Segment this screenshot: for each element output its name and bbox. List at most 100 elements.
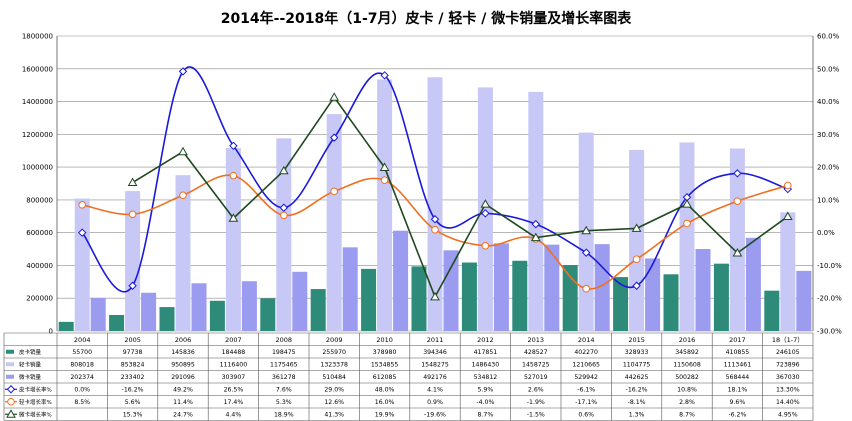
line-3-marker <box>732 247 743 257</box>
bar-3 <box>745 237 761 331</box>
line-2-marker <box>431 225 439 234</box>
line-2-marker <box>380 176 389 185</box>
legend-key-marker <box>7 397 15 406</box>
bar-3 <box>796 270 812 331</box>
data-label: 1210665 <box>572 362 600 369</box>
line-2-marker <box>229 171 238 180</box>
legend-entry: 皮卡销量 <box>19 348 42 356</box>
x-tick-label: 2016 <box>679 336 696 344</box>
line-2-marker <box>784 181 792 190</box>
bar-2 <box>427 77 443 331</box>
x-tick-label: 2014 <box>578 336 595 344</box>
data-label: 394346 <box>423 349 447 356</box>
x-tick-label: 2005 <box>124 336 141 344</box>
y-left-tick-label: 1200000 <box>22 131 53 139</box>
bar-1 <box>613 277 629 331</box>
data-label: 492176 <box>423 374 447 381</box>
data-label: -17.1% <box>575 399 597 406</box>
data-label: 19.9% <box>375 412 395 419</box>
bar-1 <box>713 263 729 331</box>
bar-3 <box>292 271 308 331</box>
data-label: 500282 <box>675 374 699 381</box>
y-left-tick-label: 1600000 <box>22 65 53 73</box>
data-label: -16.2% <box>626 387 648 394</box>
y-left-tick-label: 1800000 <box>22 33 53 41</box>
line-1-marker <box>481 209 490 218</box>
data-label: 442625 <box>625 374 649 381</box>
line-1-marker <box>128 281 137 290</box>
line-3-marker <box>329 92 340 101</box>
data-label: 8.5% <box>74 399 90 406</box>
data-label: 184488 <box>222 349 246 356</box>
line-3-marker <box>530 232 541 242</box>
legend-key <box>6 349 14 354</box>
bar-3 <box>645 258 661 331</box>
data-label: 612085 <box>373 374 397 381</box>
line-1-marker <box>733 169 742 178</box>
line-1-marker <box>178 67 188 76</box>
bar-3 <box>493 243 509 331</box>
data-label: 529942 <box>574 374 598 381</box>
line-1-marker <box>430 215 440 224</box>
legend-key <box>6 374 14 379</box>
line-series-1 <box>81 66 789 293</box>
y-right-tick-label: 60.0% <box>817 33 840 41</box>
line-3-marker <box>682 199 692 208</box>
data-label: 1548275 <box>421 362 449 369</box>
data-label: 1458725 <box>522 362 550 369</box>
y-left-tick-label: 600000 <box>26 229 53 237</box>
data-label: 378980 <box>373 349 397 356</box>
data-label: 1113461 <box>724 362 752 369</box>
bar-1 <box>58 321 74 331</box>
data-label: 534812 <box>474 374 498 381</box>
legend-entry: 微卡销量 <box>19 373 42 381</box>
line-2-marker <box>733 197 742 205</box>
data-label: 0.0% <box>74 387 90 394</box>
data-label: 1534855 <box>371 362 399 369</box>
bar-1 <box>109 314 125 331</box>
data-label: 5.9% <box>478 387 494 394</box>
y-right-tick-label: 20.0% <box>817 164 840 172</box>
data-label: 410855 <box>726 349 750 356</box>
data-label: 4.95% <box>778 412 798 419</box>
bar-1 <box>562 265 578 331</box>
bar-2 <box>225 148 241 331</box>
bar-3 <box>594 244 610 331</box>
line-1-marker <box>380 71 389 80</box>
bar-3 <box>141 292 157 331</box>
data-label: 246105 <box>776 349 800 356</box>
y-left-tick-label: 0 <box>49 328 53 336</box>
data-label: 24.7% <box>173 412 193 419</box>
data-label: 202374 <box>70 374 94 381</box>
bar-1 <box>361 268 377 331</box>
line-2-marker <box>179 191 187 200</box>
line-2-marker <box>683 219 691 228</box>
line-3-marker <box>278 165 289 175</box>
line-1-marker <box>632 281 641 290</box>
bar-1 <box>260 298 276 331</box>
data-label: 15.3% <box>123 412 143 419</box>
line-2-marker <box>128 210 137 219</box>
line-3-marker <box>379 162 390 171</box>
bar-1 <box>461 262 477 331</box>
data-label: 2.8% <box>679 399 695 406</box>
data-label: 48.0% <box>375 387 395 394</box>
data-label: 13.30% <box>776 387 800 394</box>
y-right-tick-label: 0.0% <box>817 229 835 237</box>
data-label: 568444 <box>726 374 750 381</box>
data-label: 1323378 <box>320 362 348 369</box>
line-2-marker <box>330 187 339 196</box>
legend-key-marker <box>6 385 16 394</box>
line-2-marker <box>632 255 641 264</box>
data-label: 26.5% <box>224 387 244 394</box>
data-label: -6.2% <box>728 412 746 419</box>
data-label: 12.6% <box>324 399 344 406</box>
bar-1 <box>310 289 326 331</box>
line-1-marker <box>77 228 87 237</box>
x-tick-label: 2009 <box>326 336 343 344</box>
data-label: 10.8% <box>677 387 697 394</box>
line-series-3 <box>132 95 789 299</box>
y-right-tick-label: -20.0% <box>817 295 842 303</box>
bar-2 <box>629 149 645 331</box>
y-left-tick-label: 400000 <box>26 262 53 270</box>
